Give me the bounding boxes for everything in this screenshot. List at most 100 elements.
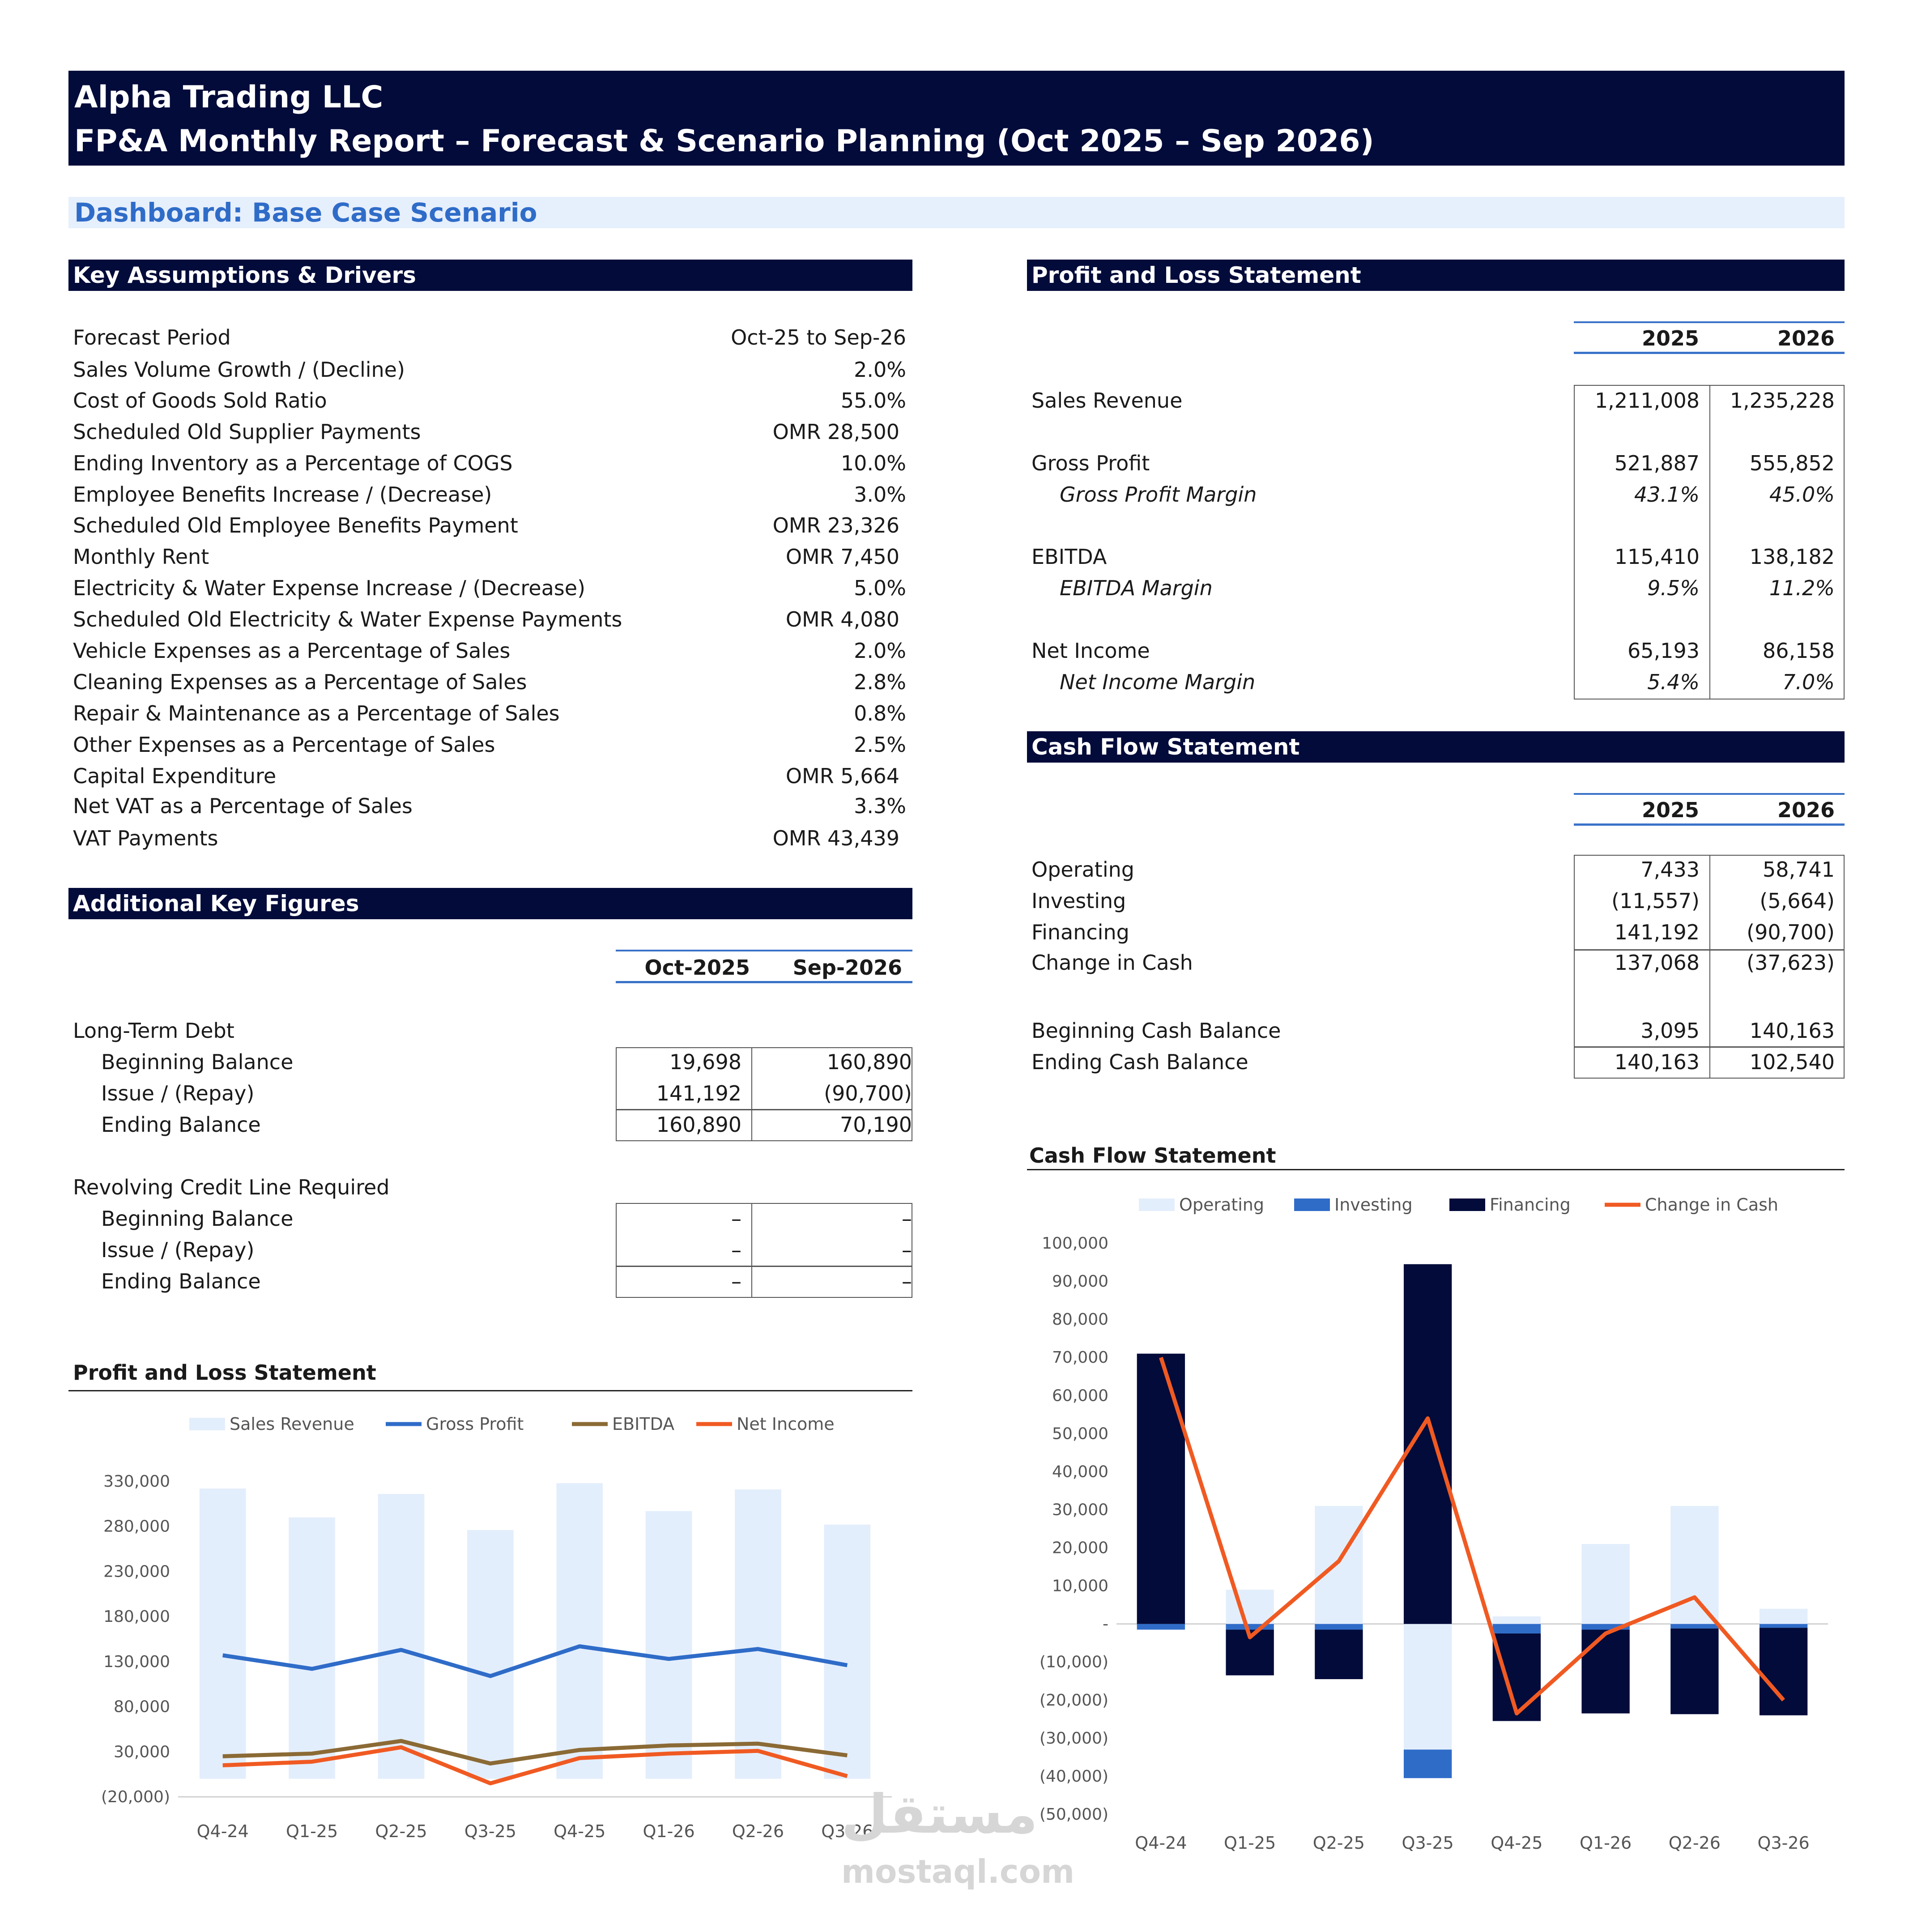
table-cell: –	[731, 1269, 741, 1293]
x-tick-label: Q2-25	[1313, 1833, 1365, 1853]
x-tick-label: Q1-25	[1224, 1833, 1276, 1853]
legend-label: Financing	[1490, 1195, 1571, 1215]
table-cell: 7,433	[1640, 857, 1700, 882]
y-tick-label: (40,000)	[1040, 1767, 1108, 1786]
legend-label: Investing	[1334, 1195, 1413, 1215]
series-line	[222, 1644, 848, 1678]
assumption-label: Net VAT as a Percentage of Sales	[73, 794, 413, 818]
assumption-value: OMR 5,664	[785, 764, 899, 788]
bar	[1581, 1544, 1630, 1624]
table-row-label: Ending Balance	[101, 1113, 261, 1137]
bar	[199, 1488, 246, 1779]
table-cell: 102,540	[1749, 1050, 1835, 1074]
table-cell: 141,192	[656, 1081, 741, 1105]
assumption-label: Cost of Goods Sold Ratio	[73, 388, 327, 413]
bar	[1670, 1628, 1719, 1714]
x-tick-label: Q2-26	[732, 1821, 784, 1841]
table-row-label: Gross Profit Margin	[1060, 482, 1257, 507]
assumption-value: OMR 23,326	[772, 513, 899, 537]
y-tick-label: 10,000	[1052, 1577, 1108, 1595]
bar	[556, 1483, 603, 1779]
legend-swatch	[1139, 1198, 1175, 1211]
table-cell: 9.5%	[1647, 576, 1700, 600]
bar	[1759, 1628, 1808, 1715]
kf-col1-header: Oct-2025	[644, 955, 750, 980]
assumption-value: OMR 7,450	[785, 545, 899, 569]
table-cell: 521,887	[1614, 451, 1700, 475]
x-tick-label: Q1-26	[1580, 1833, 1632, 1853]
y-tick-label: 60,000	[1052, 1386, 1108, 1405]
table-cell: 65,193	[1628, 639, 1700, 663]
bar	[1315, 1629, 1363, 1680]
bar	[1492, 1616, 1541, 1624]
x-tick-label: Q4-24	[1135, 1833, 1187, 1853]
table-cell: 141,192	[1614, 920, 1700, 944]
watermark-latin: mostaql.com	[841, 1853, 1075, 1890]
assumption-label: Sales Volume Growth / (Decline)	[73, 358, 405, 382]
table-row-label: EBITDA	[1031, 545, 1107, 569]
table-cell: 1,211,008	[1594, 388, 1700, 413]
cf-col2-header: 2026	[1777, 798, 1835, 822]
assumption-label: Scheduled Old Supplier Payments	[73, 420, 421, 444]
y-tick-label: (20,000)	[101, 1788, 170, 1806]
assumptions-header: Key Assumptions & Drivers	[68, 260, 912, 291]
assumption-value: 55.0%	[840, 388, 906, 413]
table-cell: 19,698	[669, 1050, 741, 1074]
assumption-value: 10.0%	[840, 451, 906, 475]
y-tick-label: 50,000	[1052, 1424, 1108, 1443]
assumption-value: 3.0%	[854, 482, 906, 507]
y-tick-label: 180,000	[103, 1608, 170, 1626]
report-title: FP&A Monthly Report – Forecast & Scenari…	[74, 124, 1374, 159]
y-tick-label: -	[1103, 1615, 1108, 1633]
series-line	[1159, 1356, 1785, 1716]
assumption-value: Oct-25 to Sep-26	[731, 325, 906, 350]
bar	[1492, 1624, 1541, 1633]
table-cell: (11,557)	[1611, 889, 1700, 913]
y-tick-label: (10,000)	[1040, 1653, 1108, 1672]
bar	[735, 1489, 781, 1779]
y-tick-label: 230,000	[103, 1562, 170, 1581]
assumption-value: 2.0%	[854, 358, 906, 382]
y-tick-label: 280,000	[103, 1518, 170, 1536]
bar	[378, 1494, 425, 1779]
assumption-label: Cleaning Expenses as a Percentage of Sal…	[73, 670, 527, 694]
x-tick-label: Q3-25	[1402, 1833, 1454, 1853]
table-cell: 140,163	[1749, 1019, 1835, 1043]
table-cell: 140,163	[1614, 1050, 1700, 1074]
table-row-label: Issue / (Repay)	[101, 1081, 255, 1105]
table-cell: 555,852	[1749, 451, 1835, 475]
x-tick-label: Q1-25	[286, 1821, 338, 1841]
assumption-label: Vehicle Expenses as a Percentage of Sale…	[73, 639, 511, 663]
cf-col1-header: 2025	[1641, 798, 1699, 822]
assumption-value: 2.0%	[854, 639, 906, 663]
bar	[1137, 1624, 1185, 1630]
table-cell: 1,235,228	[1730, 388, 1835, 413]
assumption-value: OMR 28,500	[772, 420, 899, 444]
table-row-label: Sales Revenue	[1031, 388, 1183, 413]
bar	[1581, 1629, 1630, 1714]
assumption-label: Monthly Rent	[73, 545, 209, 569]
y-tick-label: 40,000	[1052, 1463, 1108, 1481]
y-tick-label: 80,000	[1052, 1310, 1108, 1329]
pnl-col2-header: 2026	[1777, 326, 1835, 350]
assumption-value: 0.8%	[854, 701, 906, 725]
x-tick-label: Q1-26	[643, 1821, 694, 1841]
table-cell: –	[902, 1269, 912, 1293]
bar	[1492, 1633, 1541, 1721]
y-tick-label: 30,000	[1052, 1501, 1108, 1519]
cashflow-header: Cash Flow Statement	[1027, 731, 1845, 763]
cashflow-chart-title: Cash Flow Statement	[1029, 1143, 1276, 1168]
table-cell: 138,182	[1749, 545, 1835, 569]
legend-label: Net Income	[737, 1414, 835, 1434]
y-tick-label: 130,000	[103, 1653, 170, 1671]
table-row-label: Beginning Balance	[101, 1207, 294, 1231]
table-cell: 160,890	[656, 1113, 741, 1137]
table-cell: (37,623)	[1747, 951, 1835, 975]
pnl-chart-title: Profit and Loss Statement	[73, 1361, 376, 1385]
table-row-label: Change in Cash	[1031, 951, 1193, 975]
assumption-label: Electricity & Water Expense Increase / (…	[73, 576, 586, 600]
legend-label: EBITDA	[612, 1414, 674, 1434]
series-line	[222, 1739, 848, 1766]
table-cell: 3,095	[1640, 1019, 1700, 1043]
table-cell: 5.4%	[1647, 670, 1700, 694]
